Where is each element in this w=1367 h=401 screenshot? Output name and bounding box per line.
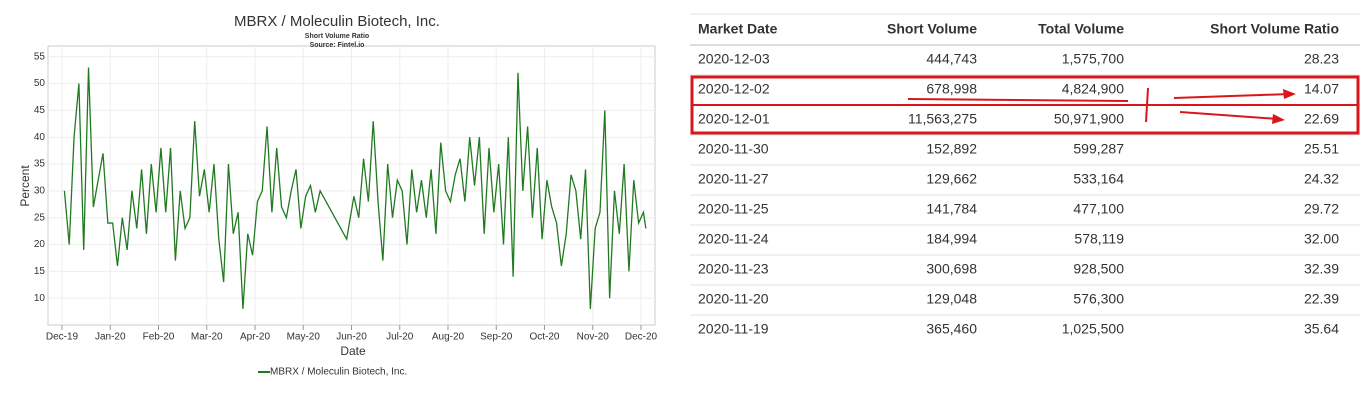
x-tick-label: May-20: [287, 332, 321, 343]
y-tick-label: 50: [34, 78, 46, 89]
table-cell: 576,300: [1073, 291, 1124, 307]
y-tick-label: 45: [34, 105, 46, 116]
table-cell: 129,048: [926, 291, 977, 307]
table-cell: 2020-11-25: [698, 201, 769, 217]
table-cell: 1,025,500: [1062, 321, 1124, 337]
arrow-head: [1283, 89, 1296, 99]
y-tick-label: 35: [34, 159, 46, 170]
table-cell: 24.32: [1304, 171, 1339, 187]
table-cell: 2020-12-01: [698, 111, 770, 127]
y-tick-label: 55: [34, 51, 46, 62]
table-cell: 533,164: [1073, 171, 1124, 187]
table-cell: 35.64: [1304, 321, 1339, 337]
table-cell: 2020-12-03: [698, 51, 770, 67]
table-cell: 32.00: [1304, 231, 1339, 247]
table: Market Date Short Volume Total Volume Short…: [690, 13, 1360, 337]
arrow: [1173, 93, 1291, 99]
vertical-mark: [1145, 87, 1149, 123]
table-cell: 2020-11-24: [698, 231, 769, 247]
annotation: [690, 75, 1360, 135]
x-tick-label: Dec-20: [625, 332, 658, 343]
table-cell: 22.39: [1304, 291, 1339, 307]
legend-label: MBRX / Moleculin Biotech, Inc.: [270, 367, 407, 378]
column-header: Market Date: [698, 21, 778, 37]
x-tick-label: Feb-20: [143, 332, 175, 343]
table-cell: 2020-11-27: [698, 171, 769, 187]
table-cell: 14.07: [1304, 81, 1339, 97]
table-cell: 129,662: [926, 171, 977, 187]
x-tick-label: Dec-19: [46, 332, 79, 343]
table-cell: 1,575,700: [1062, 51, 1124, 67]
table-cell: 4,824,900: [1062, 81, 1124, 97]
x-tick-label: Jan-20: [95, 332, 126, 343]
table-cell: 444,743: [926, 51, 977, 67]
table-cell: 25.51: [1304, 141, 1339, 157]
table-cell: 300,698: [926, 261, 977, 277]
x-tick-label: Jul-20: [386, 332, 414, 343]
arrow: [1179, 111, 1279, 120]
table-cell: 2020-12-02: [698, 81, 770, 97]
x-tick-label: Aug-20: [432, 332, 465, 343]
table-cell: 2020-11-20: [698, 291, 769, 307]
y-tick-label: 25: [34, 212, 46, 223]
y-tick-label: 20: [34, 239, 46, 250]
table-cell: 11,563,275: [908, 111, 977, 127]
arrow-head: [1272, 114, 1285, 124]
table-cell: 477,100: [1073, 201, 1124, 217]
chart-title: MBRX / Moleculin Biotech, Inc.: [234, 13, 440, 30]
x-tick-label: Nov-20: [577, 332, 610, 343]
y-tick-label: 15: [34, 266, 46, 277]
table-cell: 678,998: [926, 81, 977, 97]
x-tick-label: Oct-20: [529, 332, 559, 343]
table-cell: 599,287: [1073, 141, 1124, 157]
y-tick-label: 40: [34, 132, 46, 143]
table-cell: 141,784: [926, 201, 977, 217]
table-cell: 2020-11-23: [698, 261, 769, 277]
table-cell: 2020-11-30: [698, 141, 769, 157]
table-cell: 578,119: [1074, 231, 1124, 247]
y-tick-label: 10: [34, 293, 46, 304]
table-cell: 50,971,900: [1054, 111, 1124, 127]
table-cell: 29.72: [1304, 201, 1339, 217]
table-cell: 32.39: [1304, 261, 1339, 277]
x-axis-label: Date: [340, 344, 366, 358]
table-cell: 2020-11-19: [698, 321, 769, 337]
column-header: Total Volume: [1038, 21, 1124, 37]
table-cell: 184,994: [926, 231, 977, 247]
table-cell: 152,892: [926, 141, 977, 157]
table-cell: 928,500: [1073, 261, 1124, 277]
y-tick-label: 30: [34, 186, 46, 197]
x-tick-label: Jun-20: [336, 332, 367, 343]
chart-source: Source: Fintel.io: [310, 42, 365, 49]
x-tick-label: Sep-20: [480, 332, 513, 343]
x-tick-label: Apr-20: [240, 332, 270, 343]
column-header: Short Volume Ratio: [1210, 21, 1339, 37]
y-axis-label: Percent: [18, 165, 32, 207]
x-tick-label: Mar-20: [191, 332, 223, 343]
column-header: Short Volume: [887, 21, 977, 37]
table-cell: 28.23: [1304, 51, 1339, 67]
underline-mark: [907, 98, 1129, 102]
chart-subtitle: Short Volume Ratio: [305, 33, 369, 40]
table-cell: 22.69: [1304, 111, 1339, 127]
table-cell: 365,460: [926, 321, 977, 337]
line-series: [63, 67, 647, 309]
